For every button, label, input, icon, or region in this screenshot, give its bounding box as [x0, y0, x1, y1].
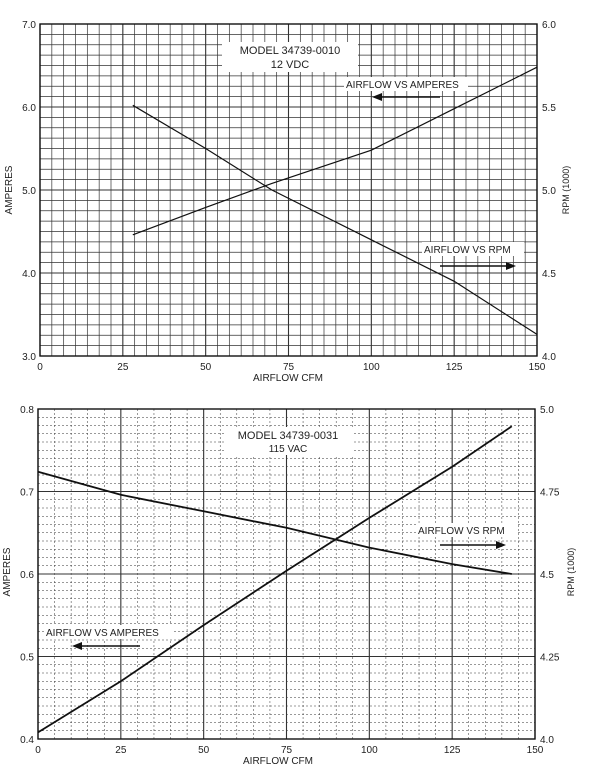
chart-1-ytick-right-label: 5.0	[542, 186, 556, 197]
chart-2-ytick-right-label: 5.0	[540, 405, 554, 416]
chart-2-ytick-right-label: 4.5	[540, 570, 554, 581]
chart-2-series-line-rpm	[37, 470, 512, 575]
chart-2-ticks: 0 25 50 75 100 125 150 0.4 0.5 0.6 0.7 0.8 4.0 4.25 4.…	[20, 405, 560, 756]
chart-2-title: MODEL 34739-0031	[238, 430, 339, 442]
chart-2-label-amperes-text: AIRFLOW VS AMPERES	[46, 628, 159, 639]
chart-1-grid	[39, 23, 538, 357]
chart-1-xlabel: AIRFLOW CFM	[253, 373, 323, 384]
chart-2-ylabel-right: RPM (1000)	[566, 548, 576, 597]
chart-2-label-amperes: AIRFLOW VS AMPERES	[44, 625, 172, 650]
chart-2-arrow-rpm-head	[496, 541, 506, 549]
chart-1-xtick-label: 100	[363, 362, 380, 373]
chart-2-xtick-label: 125	[444, 745, 461, 756]
chart-2-ytick-left-label: 0.8	[20, 405, 34, 416]
chart-1-series-line-rpm	[132, 104, 538, 335]
chart-1-label-amperes-text: AIRFLOW VS AMPERES	[346, 80, 459, 91]
chart-1-title: MODEL 34739-0010	[240, 45, 341, 57]
chart-2-xtick-label: 150	[527, 745, 544, 756]
chart-2-label-rpm-text: AIRFLOW VS RPM	[418, 526, 505, 537]
chart-1-arrow-rpm-head	[506, 262, 516, 270]
chart-2-xtick-label: 0	[35, 745, 41, 756]
chart-2-title-box: MODEL 34739-0031 115 VAC	[226, 427, 354, 455]
chart-2-ytick-left-label: 0.5	[20, 653, 34, 664]
chart-1-ylabel-right: RPM (1000)	[561, 166, 571, 215]
chart-1-xtick-label: 0	[37, 362, 43, 373]
chart-2-ylabel-left: AMPERES	[2, 547, 13, 596]
chart-1-plot-frame	[39, 23, 538, 357]
chart-2-xlabel: AIRFLOW CFM	[243, 756, 313, 767]
chart-2-arrow-amperes-head	[72, 642, 82, 650]
chart-1-ticks: 0 25 50 75 100 125 150 3.0 4.0 5.0 6.0 7.0 4.0 4.5 5.0…	[22, 20, 556, 373]
chart-2-xtick-label: 50	[198, 745, 210, 756]
chart-1-ytick-right-label: 4.0	[542, 352, 556, 363]
chart-2-xtick-label: 25	[115, 745, 127, 756]
chart-1: 0 25 50 75 100 125 150 3.0 4.0 5.0 6.0 7.0 4.0 4.5 5.0…	[4, 20, 571, 384]
chart-1-label-rpm-text: AIRFLOW VS RPM	[424, 245, 511, 256]
chart-2-ytick-right-label: 4.0	[540, 735, 554, 746]
chart-1-series	[132, 66, 538, 335]
chart-1-xtick-label: 50	[200, 362, 212, 373]
chart-2-ytick-right-label: 4.25	[540, 653, 560, 664]
chart-2-subtitle: 115 VAC	[269, 444, 308, 455]
chart-1-xtick-label: 150	[529, 362, 546, 373]
chart-1-ytick-left-label: 7.0	[22, 20, 36, 31]
chart-2-series-line-amperes	[37, 425, 513, 734]
chart-2-ytick-left-label: 0.4	[20, 735, 34, 746]
chart-2-plot-frame	[37, 408, 536, 740]
chart-1-ytick-left-label: 6.0	[22, 103, 36, 114]
chart-2-grid	[37, 408, 536, 740]
chart-1-ytick-left-label: 5.0	[22, 186, 36, 197]
chart-1-ytick-right-label: 4.5	[542, 269, 556, 280]
chart-2-xtick-label: 75	[281, 745, 293, 756]
chart-1-title-box: MODEL 34739-0010 12 VDC	[222, 42, 358, 72]
chart-2-label-rpm: AIRFLOW VS RPM	[416, 523, 516, 549]
chart-2: 0 25 50 75 100 125 150 0.4 0.5 0.6 0.7 0.8 4.0 4.25 4.…	[2, 405, 576, 767]
chart-2-xtick-label: 100	[361, 745, 378, 756]
chart-1-ytick-left-label: 3.0	[22, 352, 36, 363]
chart-1-label-amperes: AIRFLOW VS AMPERES	[344, 77, 468, 101]
chart-1-subtitle: 12 VDC	[271, 59, 310, 71]
chart-1-xtick-label: 75	[283, 362, 295, 373]
chart-2-ytick-left-label: 0.6	[20, 570, 34, 581]
chart-1-ytick-right-label: 6.0	[542, 20, 556, 31]
chart-1-xtick-label: 125	[446, 362, 463, 373]
chart-1-ylabel-left: AMPERES	[4, 165, 15, 214]
chart-1-arrow-amperes-head	[372, 93, 382, 101]
chart-1-ytick-right-label: 5.5	[542, 103, 556, 114]
chart-1-ytick-left-label: 4.0	[22, 269, 36, 280]
chart-2-series	[37, 425, 513, 734]
chart-1-label-rpm: AIRFLOW VS RPM	[422, 242, 524, 270]
chart-1-series-line-amperes	[132, 66, 538, 236]
chart-2-ytick-right-label: 4.75	[540, 488, 560, 499]
chart-1-xtick-label: 25	[117, 362, 129, 373]
chart-2-ytick-left-label: 0.7	[20, 488, 34, 499]
